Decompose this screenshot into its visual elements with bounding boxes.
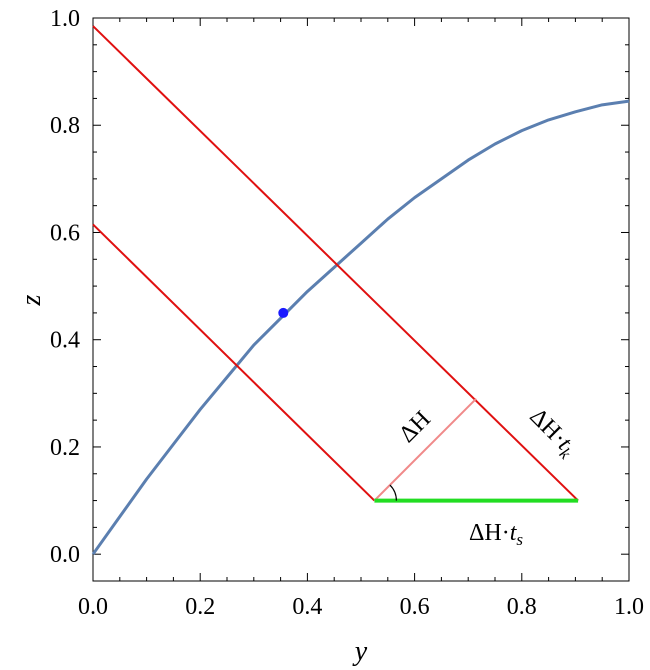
x-tick-label: 1.0 xyxy=(614,594,644,620)
x-axis-label: y xyxy=(352,636,368,667)
annotation-delta-h-ts-main: ΔH· xyxy=(469,520,510,546)
series-curve xyxy=(91,99,630,556)
red-line-upper xyxy=(92,25,579,502)
angle-arc xyxy=(389,484,397,501)
x-tick-label: 0.0 xyxy=(78,594,108,620)
red-line-lower xyxy=(92,223,376,502)
x-tick-label: 0.2 xyxy=(185,594,215,620)
x-tick-label: 0.4 xyxy=(292,594,322,620)
annotation-delta-h: ΔH xyxy=(394,406,436,448)
annotation-delta-h-ts-var: t xyxy=(510,520,518,546)
x-tick-label: 0.8 xyxy=(507,594,537,620)
y-tick-label: 0.6 xyxy=(50,220,80,246)
tick-labels: 0.0 0.2 0.4 0.6 0.8 1.0 0.0 0.2 0.4 0.6 0.8 1.0 xyxy=(50,6,644,620)
y-axis-label: z xyxy=(16,294,47,306)
ticks xyxy=(92,17,630,582)
annotation-delta-h-ts: ΔH·ts xyxy=(469,520,523,549)
pink-line-delta-h xyxy=(373,397,477,502)
y-tick-label: 0.8 xyxy=(50,113,80,139)
annotation-delta-h-ts-sub: s xyxy=(516,530,523,549)
highlight-point xyxy=(278,307,289,318)
y-tick-label: 0.4 xyxy=(50,328,80,354)
y-tick-label: 0.2 xyxy=(50,435,80,461)
x-tick-label: 0.6 xyxy=(400,594,430,620)
y-tick-label: 0.0 xyxy=(50,542,80,568)
y-tick-label: 1.0 xyxy=(50,6,80,32)
plot-frame xyxy=(92,17,630,582)
plot-content xyxy=(91,25,630,556)
